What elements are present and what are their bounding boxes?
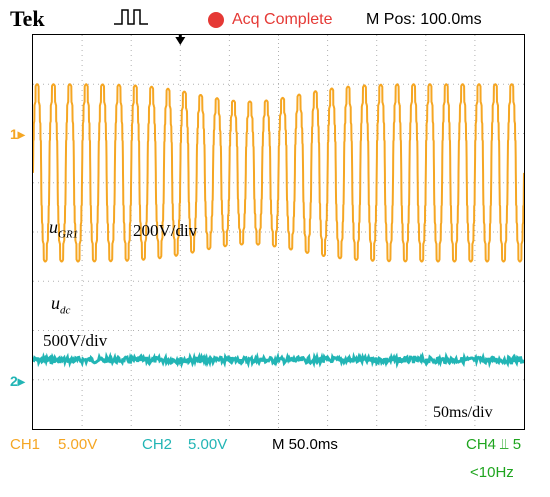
trigger-frequency: <10Hz [470,464,514,481]
m-pos-readout: M Pos: 100.0ms [366,11,482,28]
trigger-position-arrow-icon [175,35,186,45]
ch1-waveform-ugr1 [33,83,524,263]
ch2-marker: 2▸ [10,373,25,389]
ugr1-scale-label: 200V/div [133,221,198,240]
ch4-trigger-readout: CH4 ⫫ 5 [466,436,522,453]
waveform-plot [33,35,524,429]
timebase-readout: M 50.0ms [272,436,338,453]
ch1-label: CH1 [10,436,41,453]
time-scale-label: 50ms/div [433,404,493,421]
udc-label: udc [51,293,71,317]
udc-scale-label: 500V/div [43,331,108,350]
ch1-scale: 5.00V [58,436,98,453]
brand-logo: Tek [10,6,45,31]
scope-footer: CH1 5.00V CH2 5.00V M 50.0ms CH4 ⫫ 5 <10… [0,430,550,497]
ch2-waveform-udc [33,351,524,369]
ch2-label: CH2 [142,436,173,453]
acq-status-dot [208,12,224,28]
waveform-screen: uGR1 200V/div udc 500V/div 50ms/div [32,34,525,430]
ugr1-label: uGR1 [49,217,79,241]
ch2-scale: 5.00V [188,436,228,453]
ch1-marker: 1▸ [10,126,25,142]
scope-header: Tek Acq Complete M Pos: 100.0ms [0,0,550,34]
acq-status-text: Acq Complete [232,11,333,28]
trigger-pulse-icon [114,9,148,25]
